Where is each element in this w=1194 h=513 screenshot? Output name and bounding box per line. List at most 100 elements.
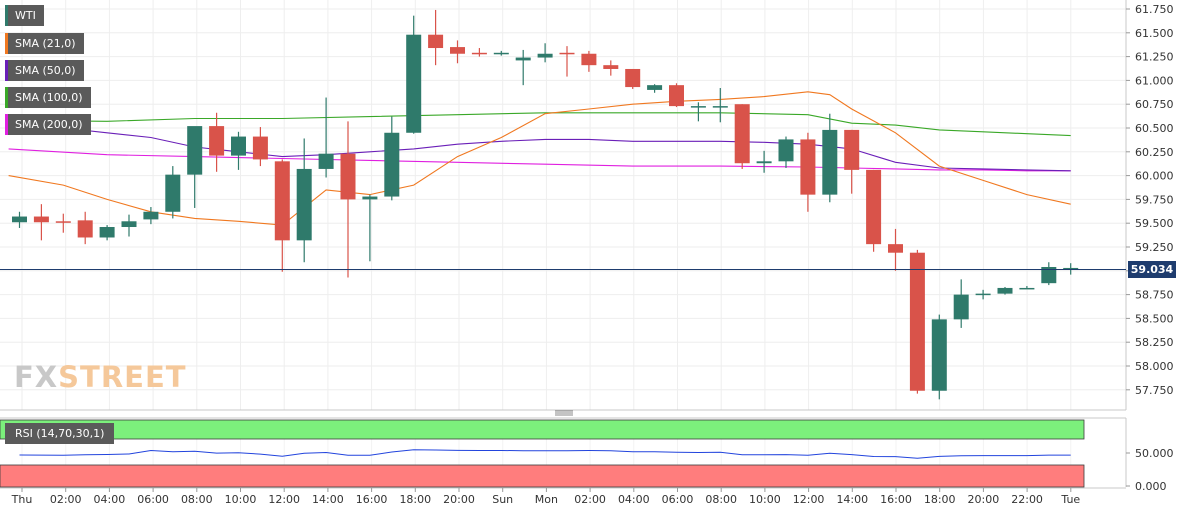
price-tick-label: 61.500 bbox=[1135, 27, 1174, 40]
legend-sma200[interactable]: SMA (200,0) bbox=[5, 114, 91, 135]
candle[interactable] bbox=[12, 211, 27, 228]
candle[interactable] bbox=[975, 289, 991, 300]
candle-body bbox=[1019, 287, 1035, 290]
candle[interactable] bbox=[866, 169, 882, 252]
legend-sma200-swatch bbox=[5, 114, 8, 135]
candle[interactable] bbox=[252, 127, 268, 167]
candle[interactable] bbox=[515, 49, 531, 86]
candle[interactable] bbox=[471, 48, 487, 57]
candle[interactable] bbox=[384, 116, 400, 201]
candle[interactable] bbox=[559, 46, 575, 77]
candle[interactable] bbox=[1041, 262, 1057, 286]
candle-body bbox=[209, 126, 225, 156]
candle-body bbox=[384, 132, 400, 197]
candle-body bbox=[318, 153, 334, 169]
rsi-oversold-band bbox=[0, 464, 1085, 488]
candle[interactable] bbox=[318, 97, 334, 178]
sma100-line bbox=[8, 112, 1071, 137]
candle[interactable] bbox=[581, 50, 597, 72]
candle[interactable] bbox=[537, 43, 553, 63]
candle-body bbox=[1041, 266, 1057, 284]
price-tick-label: 59.750 bbox=[1135, 193, 1174, 206]
candle[interactable] bbox=[99, 225, 115, 241]
rsi-axis: 50.000 0.000 bbox=[1126, 447, 1174, 493]
candle[interactable] bbox=[734, 104, 750, 169]
time-tick-label: 18:00 bbox=[924, 493, 956, 506]
candle[interactable] bbox=[165, 166, 181, 219]
candle[interactable] bbox=[406, 15, 422, 134]
candle[interactable] bbox=[493, 50, 509, 56]
legend-sma200-label: SMA (200,0) bbox=[15, 118, 83, 131]
price-tick-label: 61.250 bbox=[1135, 51, 1174, 64]
candle-body bbox=[669, 85, 684, 107]
candle[interactable] bbox=[647, 84, 663, 93]
candle[interactable] bbox=[143, 207, 159, 225]
candle-body bbox=[12, 216, 27, 223]
candle-body bbox=[559, 52, 575, 55]
time-tick-label: 04:00 bbox=[94, 493, 126, 506]
candle[interactable] bbox=[712, 88, 728, 123]
price-tick-label: 61.750 bbox=[1135, 3, 1174, 16]
candle[interactable] bbox=[231, 131, 246, 170]
time-axis: Thu 02:00 04:00 06:00 08:00 10:00 12:00 14:00 16… bbox=[11, 488, 1080, 506]
legend-sma50-label: SMA (50,0) bbox=[15, 64, 76, 77]
candle[interactable] bbox=[822, 113, 838, 203]
candle-body bbox=[165, 174, 181, 212]
candle[interactable] bbox=[33, 204, 49, 241]
price-tick-label: 58.000 bbox=[1135, 360, 1174, 373]
price-tick-label: 58.500 bbox=[1135, 312, 1174, 325]
candle-body bbox=[121, 221, 137, 228]
candle-body bbox=[953, 294, 969, 320]
candle[interactable] bbox=[690, 102, 706, 122]
candle[interactable] bbox=[1063, 263, 1079, 275]
rsi-tick-label: 0.000 bbox=[1135, 480, 1167, 493]
candle[interactable] bbox=[844, 129, 860, 194]
legend-rsi[interactable]: RSI (14,70,30,1) bbox=[5, 423, 115, 444]
candle[interactable] bbox=[274, 159, 290, 272]
candle[interactable] bbox=[428, 9, 444, 66]
candle[interactable] bbox=[296, 138, 312, 263]
candle-body bbox=[99, 227, 115, 238]
candle[interactable] bbox=[340, 121, 356, 278]
legend-sma100[interactable]: SMA (100,0) bbox=[5, 87, 91, 108]
candle[interactable] bbox=[121, 214, 137, 237]
candle-body bbox=[909, 252, 925, 391]
candle[interactable] bbox=[800, 132, 816, 212]
candle[interactable] bbox=[909, 249, 925, 394]
candle[interactable] bbox=[931, 314, 947, 400]
candle[interactable] bbox=[209, 112, 225, 172]
candle[interactable] bbox=[953, 279, 969, 328]
time-tick-label: 16:00 bbox=[880, 493, 912, 506]
candle[interactable] bbox=[997, 286, 1013, 295]
candle-body bbox=[252, 136, 268, 160]
legend-wti[interactable]: WTI bbox=[5, 5, 44, 26]
candle[interactable] bbox=[603, 60, 619, 76]
candle-body bbox=[712, 106, 728, 108]
candle-body bbox=[362, 196, 378, 200]
candle[interactable] bbox=[1019, 286, 1035, 290]
candle[interactable] bbox=[756, 150, 772, 173]
candle[interactable] bbox=[77, 211, 93, 245]
candle-body bbox=[231, 136, 246, 156]
candle[interactable] bbox=[362, 194, 378, 262]
price-tick-label: 60.250 bbox=[1135, 146, 1174, 159]
candle[interactable] bbox=[669, 83, 684, 108]
candle-body bbox=[734, 104, 750, 164]
candle[interactable] bbox=[888, 228, 903, 271]
current-price-tag: 59.034 bbox=[1128, 261, 1176, 278]
candle[interactable] bbox=[450, 40, 465, 64]
candle[interactable] bbox=[778, 136, 794, 168]
candle[interactable] bbox=[55, 213, 71, 233]
price-tick-label: 59.500 bbox=[1135, 217, 1174, 230]
legend-sma50[interactable]: SMA (50,0) bbox=[5, 60, 84, 81]
candle[interactable] bbox=[625, 68, 641, 89]
fxstreet-logo: FXSTREET bbox=[14, 360, 187, 394]
candle-body bbox=[450, 47, 465, 54]
candle-body bbox=[800, 139, 816, 195]
legend-sma21[interactable]: SMA (21,0) bbox=[5, 33, 84, 54]
pane-resize-handle[interactable] bbox=[555, 410, 573, 416]
price-axis: 61.750 61.500 61.250 61.000 60.750 60.500 60.2… bbox=[1126, 3, 1174, 397]
candle-body bbox=[55, 221, 71, 223]
time-tick-label: Mon bbox=[535, 493, 558, 506]
candle[interactable] bbox=[187, 126, 203, 208]
